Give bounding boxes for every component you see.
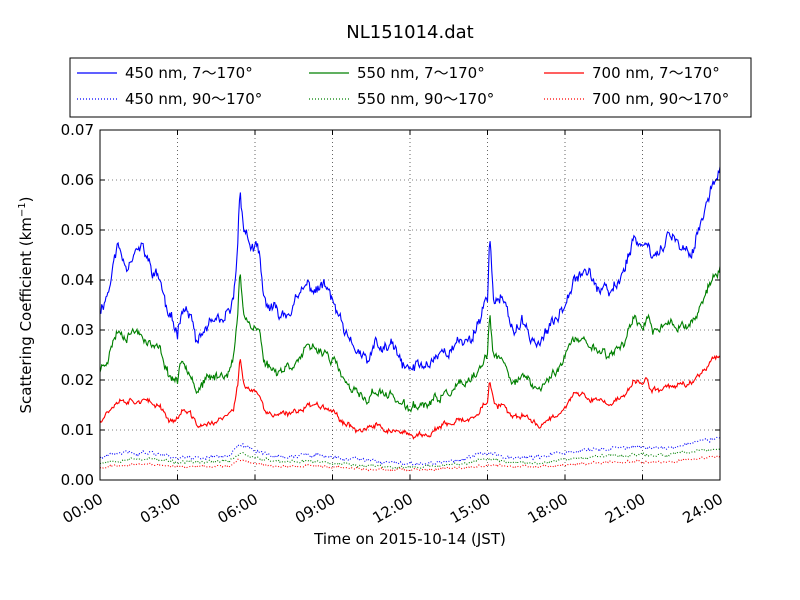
legend-label: 700 nm, 90～170° xyxy=(592,90,729,108)
y-axis-label-close: ) xyxy=(17,196,35,202)
series-lines xyxy=(99,166,721,472)
legend: 450 nm, 7～170° 550 nm, 7～170° 700 nm, 7～17… xyxy=(69,57,752,118)
legend-label: 550 nm, 7～170° xyxy=(357,64,485,82)
chart-title: NL151014.dat xyxy=(346,22,473,43)
legend-box xyxy=(69,57,752,118)
y-axis-label-main: Scattering Coefficient (km xyxy=(17,217,35,413)
x-axis-label: Time on 2015-10-14 (JST) xyxy=(313,530,506,548)
y-tick-label: 0.07 xyxy=(61,121,94,139)
y-tick-label: 0.00 xyxy=(61,471,94,489)
y-tick-label: 0.05 xyxy=(61,221,94,239)
y-axis-label: Scattering Coefficient (km−1) xyxy=(17,196,35,413)
grid-lines xyxy=(100,130,720,480)
legend-entries: 450 nm, 7～170° 550 nm, 7～170° 700 nm, 7～17… xyxy=(77,64,729,108)
series-line xyxy=(99,354,721,440)
y-tick-label: 0.04 xyxy=(61,271,94,289)
legend-label: 450 nm, 7～170° xyxy=(125,64,253,82)
series-line xyxy=(99,166,721,371)
legend-label: 700 nm, 7～170° xyxy=(592,64,720,82)
y-tick-label: 0.01 xyxy=(61,421,94,439)
legend-label: 550 nm, 90～170° xyxy=(357,90,494,108)
y-axis-label-superscript: −1 xyxy=(17,202,28,217)
series-line xyxy=(99,266,721,413)
y-tick-label: 0.03 xyxy=(61,321,94,339)
series-line xyxy=(99,436,720,467)
legend-label: 450 nm, 90～170° xyxy=(125,90,262,108)
y-tick-label: 0.06 xyxy=(61,171,94,189)
y-tick-label: 0.02 xyxy=(61,371,94,389)
